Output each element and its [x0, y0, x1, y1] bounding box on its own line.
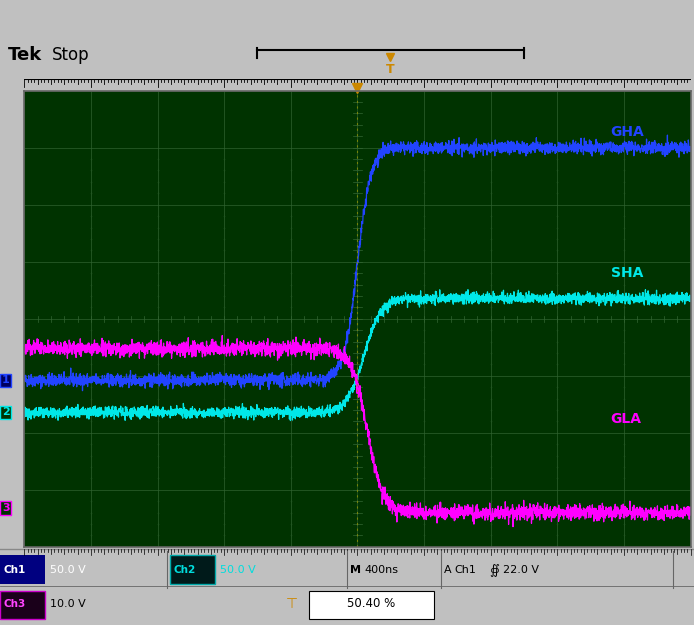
Text: GHA: GHA [611, 125, 644, 139]
Text: 3: 3 [2, 503, 10, 513]
Text: 50.40 %: 50.40 % [347, 598, 396, 611]
Text: 1: 1 [2, 376, 10, 386]
Text: T: T [386, 63, 395, 76]
Text: Ch2: Ch2 [174, 565, 196, 575]
Text: M: M [350, 565, 362, 575]
Text: 400ns: 400ns [364, 565, 398, 575]
Bar [0, 555, 45, 584]
Text: A: A [444, 565, 452, 575]
Text: 50.0 V: 50.0 V [220, 565, 256, 575]
Text: GLA: GLA [611, 412, 641, 426]
Bar [170, 555, 215, 584]
Text: ⊤: ⊤ [285, 597, 298, 611]
Bar [309, 591, 434, 619]
Text: Tek: Tek [8, 46, 42, 64]
Text: SHA: SHA [611, 266, 643, 280]
Bar [0, 591, 45, 619]
Text: ∯: ∯ [489, 564, 499, 577]
Text: 50.0 V: 50.0 V [50, 565, 86, 575]
Text: 2: 2 [2, 408, 10, 418]
Text: Ch1: Ch1 [455, 565, 477, 575]
Text: 10.0 V: 10.0 V [50, 599, 86, 609]
Text: Ch3: Ch3 [3, 599, 26, 609]
Text: 22.0 V: 22.0 V [503, 565, 539, 575]
Text: Stop: Stop [52, 46, 90, 64]
Text: Ch1: Ch1 [3, 565, 26, 575]
